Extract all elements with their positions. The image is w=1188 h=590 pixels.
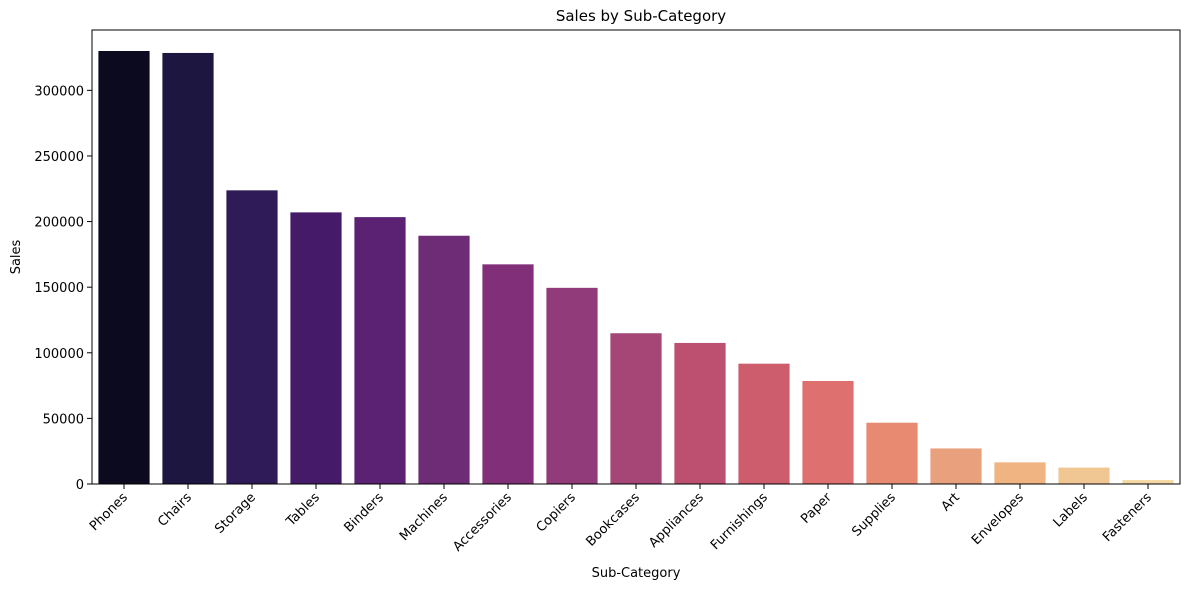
x-tick-label: Furnishings	[708, 490, 771, 553]
bar-furnishings	[738, 363, 790, 484]
bar-bookcases	[610, 333, 662, 484]
bars-group	[98, 50, 1174, 485]
x-tick-label: Art	[939, 490, 963, 514]
y-tick-label: 300000	[34, 84, 84, 99]
bar-tables	[290, 212, 342, 485]
bar-phones	[98, 50, 150, 484]
bar-binders	[354, 217, 406, 485]
x-tick-label: Supplies	[849, 490, 899, 540]
x-tick-label: Binders	[341, 490, 387, 536]
x-tick-label: Bookcases	[583, 490, 643, 550]
bar-appliances	[674, 342, 726, 484]
x-tick-label: Copiers	[534, 490, 579, 535]
y-tick-label: 150000	[34, 281, 84, 296]
x-tick-label: Storage	[212, 490, 259, 537]
bar-storage	[226, 190, 278, 484]
y-axis-ticks: 0 50000 100000 150000 200000 250000 300000	[34, 84, 92, 493]
x-tick-label: Chairs	[155, 490, 195, 530]
y-tick-label: 100000	[34, 347, 84, 362]
bar-art	[930, 448, 982, 484]
x-tick-label: Machines	[397, 490, 451, 544]
bar-copiers	[546, 287, 598, 484]
x-tick-label: Appliances	[646, 490, 707, 551]
y-tick-label: 50000	[43, 412, 84, 427]
chart-title: Sales by Sub-Category	[556, 7, 726, 25]
x-tick-label: Paper	[798, 490, 835, 527]
x-tick-label: Tables	[283, 490, 323, 530]
y-tick-label: 0	[76, 478, 84, 493]
bar-chairs	[162, 52, 214, 484]
bar-supplies	[866, 422, 918, 484]
x-tick-label: Envelopes	[969, 490, 1027, 548]
bar-machines	[418, 235, 470, 484]
y-tick-label: 250000	[34, 150, 84, 165]
x-tick-label: Accessories	[450, 490, 515, 555]
bar-envelopes	[994, 462, 1046, 484]
x-tick-label: Labels	[1051, 490, 1091, 530]
plot-frame	[91, 29, 1181, 485]
bar-fasteners	[1122, 480, 1174, 484]
bar-accessories	[482, 264, 534, 484]
x-axis-title: Sub-Category	[592, 566, 681, 581]
x-tick-label: Phones	[87, 490, 131, 534]
x-axis-ticks: Phones Chairs Storage Tables Binders Machines…	[87, 484, 1155, 555]
x-tick-label: Fasteners	[1100, 490, 1155, 545]
bar-labels	[1058, 467, 1110, 484]
y-tick-label: 200000	[34, 216, 84, 231]
y-axis-title: Sales	[9, 239, 24, 274]
bar-paper	[802, 380, 854, 484]
